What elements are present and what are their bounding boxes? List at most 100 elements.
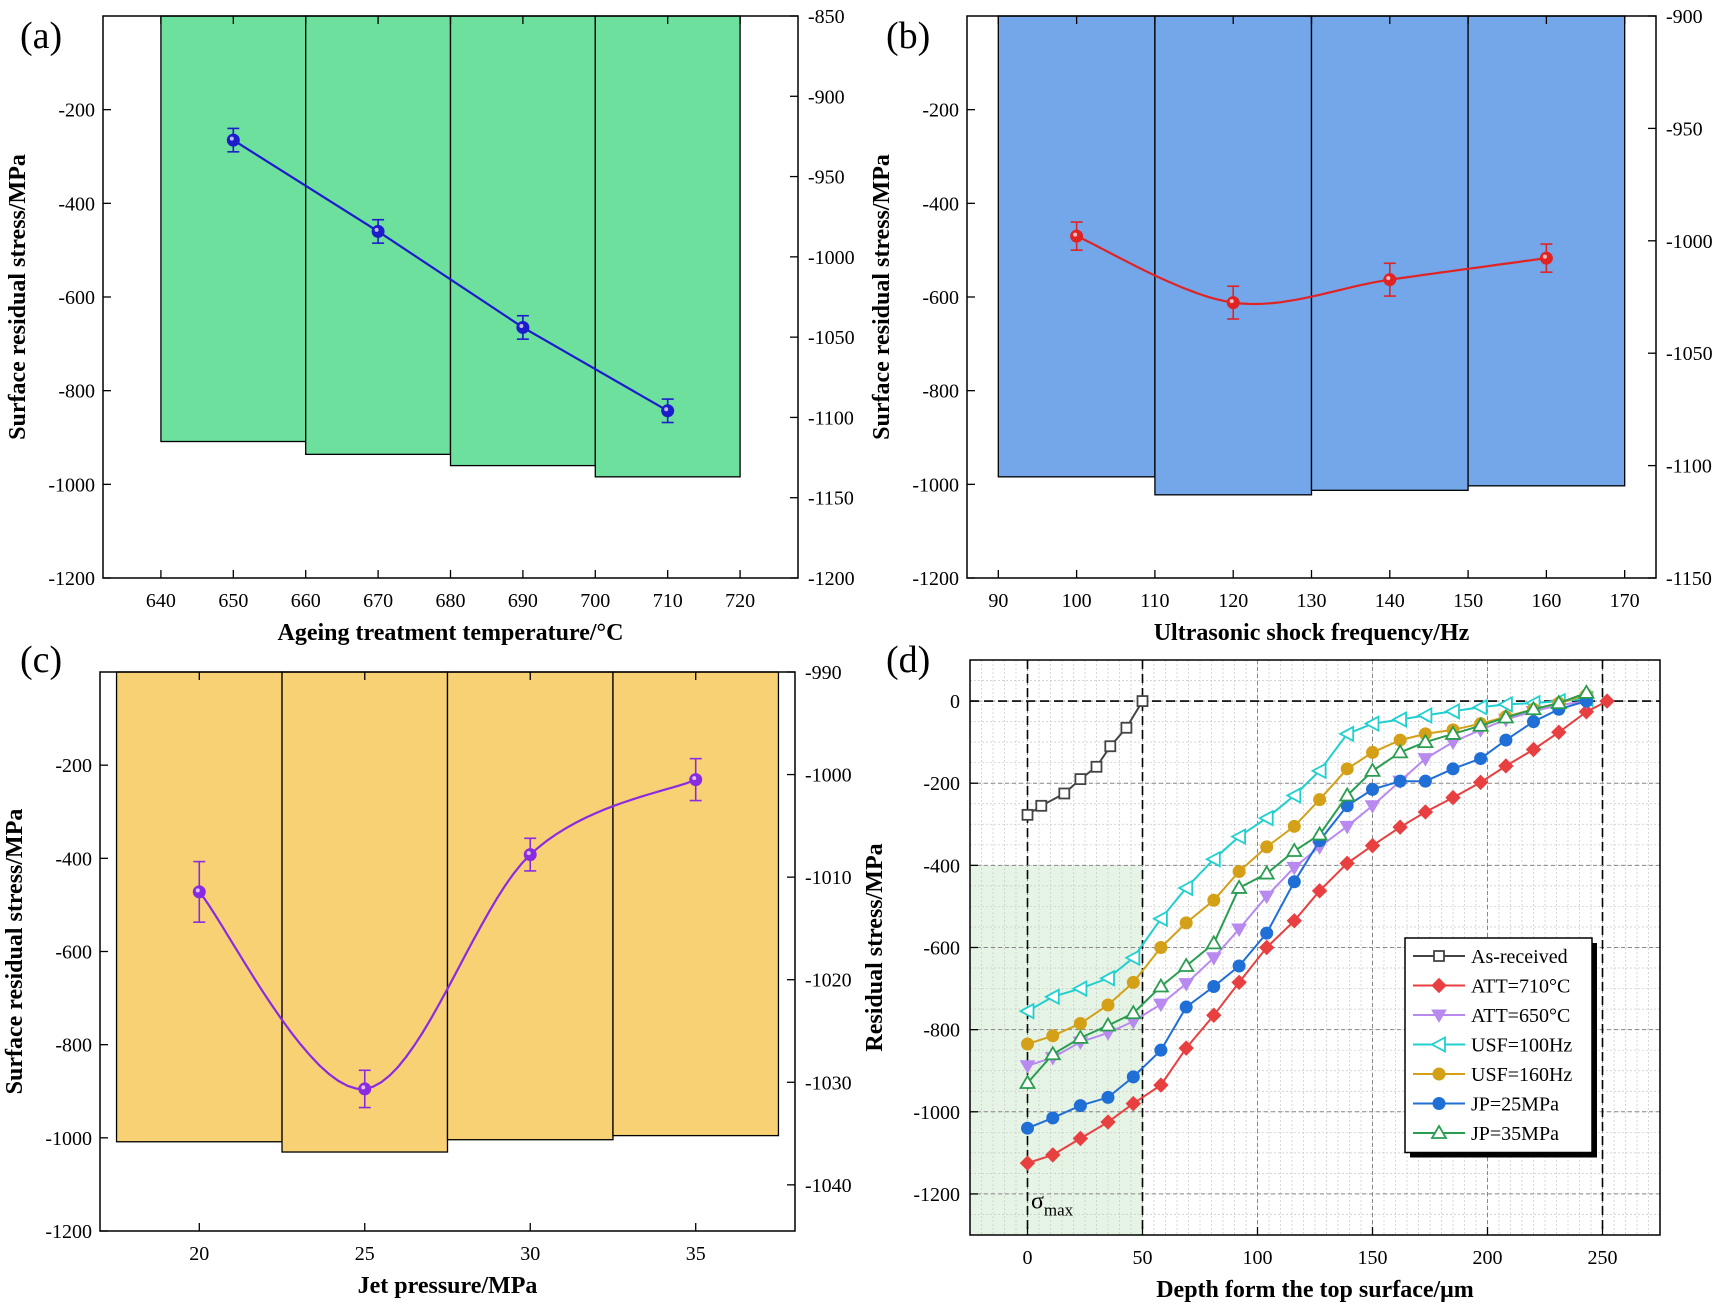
data-point	[1204, 850, 1221, 868]
data-point	[1313, 793, 1327, 807]
data-point	[1178, 978, 1195, 992]
data-point	[1071, 980, 1088, 998]
x-tick-label: 90	[988, 590, 1008, 612]
data-point	[1416, 706, 1433, 724]
data-point	[1207, 893, 1221, 907]
data-point	[358, 1082, 372, 1096]
x-tick-label: 100	[1243, 1247, 1273, 1269]
data-point	[1231, 923, 1247, 938]
data-point	[1366, 745, 1379, 759]
y-axis-title: Residual stress/MPa	[862, 843, 888, 1051]
series-1	[1019, 693, 1615, 1171]
data-point	[1072, 1130, 1089, 1147]
panel-a: 640 650 660 670 680 690 700 710 720 -1200 -1000 -80…	[5, 6, 855, 646]
legend-marker	[1433, 950, 1445, 962]
data-point	[1417, 753, 1434, 767]
x-tick-label: 140	[1375, 590, 1405, 612]
data-point	[1471, 698, 1488, 716]
data-point	[1310, 762, 1327, 780]
x-tick-label: 110	[1140, 590, 1169, 612]
data-point	[1287, 875, 1301, 889]
x-tick-label: 20	[189, 1243, 209, 1265]
data-point-highlight	[1386, 276, 1391, 281]
data-point	[1363, 715, 1380, 733]
data-point	[1124, 1004, 1142, 1020]
data-point	[1340, 762, 1354, 776]
y-right-tick-label: -990	[805, 662, 842, 684]
y-right-tick-label: -950	[1666, 118, 1703, 140]
legend-label: JP=25MPa	[1471, 1094, 1559, 1116]
data-point	[1179, 1000, 1193, 1014]
bar-2	[449, 15, 596, 467]
data-point	[1099, 1016, 1117, 1032]
bar-3	[612, 671, 780, 1137]
data-point	[1260, 840, 1274, 854]
y-left-tick-label: -200	[55, 755, 92, 777]
x-tick-label: 25	[355, 1243, 375, 1265]
y-right-tick-label: -1150	[1666, 568, 1712, 590]
y-axis-title: Surface residual stress/MPa	[869, 154, 895, 440]
data-point	[1046, 1111, 1060, 1125]
data-point	[1070, 229, 1084, 243]
data-point	[1339, 820, 1356, 835]
y-tick-label: -200	[923, 773, 960, 795]
y-right-tick-label: -1050	[1666, 343, 1713, 365]
x-tick-label: 690	[508, 590, 538, 612]
x-tick-label: 650	[218, 590, 248, 612]
data-point	[689, 773, 703, 787]
data-point	[1339, 855, 1355, 872]
y-right-tick-label: -1050	[808, 327, 855, 349]
data-point	[1524, 700, 1543, 716]
x-tick-label: 0	[1023, 1247, 1033, 1269]
y-right-tick-label: -1030	[805, 1072, 852, 1094]
legend-marker	[1432, 1067, 1446, 1081]
series-0	[1021, 695, 1149, 821]
y-left-tick-label: -800	[58, 381, 95, 403]
data-point	[1393, 774, 1407, 788]
data-point	[1074, 773, 1087, 786]
data-point	[1100, 1114, 1116, 1130]
y-left-tick-label: -1000	[912, 474, 959, 496]
panel-b: 90 100 110 120 130 140 150 160 170 -1200 -1000 -800…	[869, 6, 1713, 646]
y-tick-label: 0	[950, 691, 960, 713]
x-tick-label: 670	[363, 590, 393, 612]
y-right-tick-label: -1100	[808, 407, 854, 429]
legend-label: USF=160Hz	[1471, 1064, 1572, 1086]
legend-label: JP=35MPa	[1471, 1123, 1559, 1145]
series-6	[1018, 684, 1595, 1089]
data-point	[1226, 296, 1240, 310]
y-right-tick-label: -1200	[808, 568, 855, 590]
data-point	[1231, 974, 1247, 991]
legend-marker	[1431, 977, 1447, 994]
data-point	[1577, 684, 1595, 699]
y-left-tick-label: -200	[58, 100, 95, 122]
y-right-tick-label: -1100	[1666, 456, 1712, 478]
data-point	[1232, 865, 1246, 879]
data-point	[1071, 1029, 1089, 1044]
data-point	[1472, 774, 1489, 791]
data-point	[1285, 842, 1303, 857]
data-point	[226, 133, 240, 147]
y-left-tick-label: -400	[922, 193, 959, 215]
data-point	[1444, 702, 1460, 720]
data-point	[1338, 786, 1356, 802]
x-tick-label: 30	[520, 1243, 540, 1265]
data-point	[1232, 959, 1246, 973]
y-right-tick-label: -850	[808, 6, 845, 28]
data-point-highlight	[374, 227, 379, 232]
data-point	[1045, 1147, 1061, 1163]
bar-2	[1310, 15, 1469, 491]
data-point	[1153, 1077, 1169, 1093]
data-point	[516, 320, 530, 334]
data-point	[1179, 916, 1193, 930]
x-tick-label: 250	[1588, 1247, 1618, 1269]
y-tick-label: -400	[923, 855, 960, 877]
data-point	[1019, 1155, 1036, 1171]
data-point	[1058, 787, 1071, 800]
data-point	[1287, 819, 1301, 833]
data-point	[1551, 724, 1567, 740]
data-point	[1446, 762, 1460, 776]
legend: As-received ATT=710°C ATT=650°C USF=100Hz US…	[1404, 937, 1597, 1158]
data-point	[192, 885, 206, 899]
y-right-tick-label: -1010	[805, 867, 852, 889]
